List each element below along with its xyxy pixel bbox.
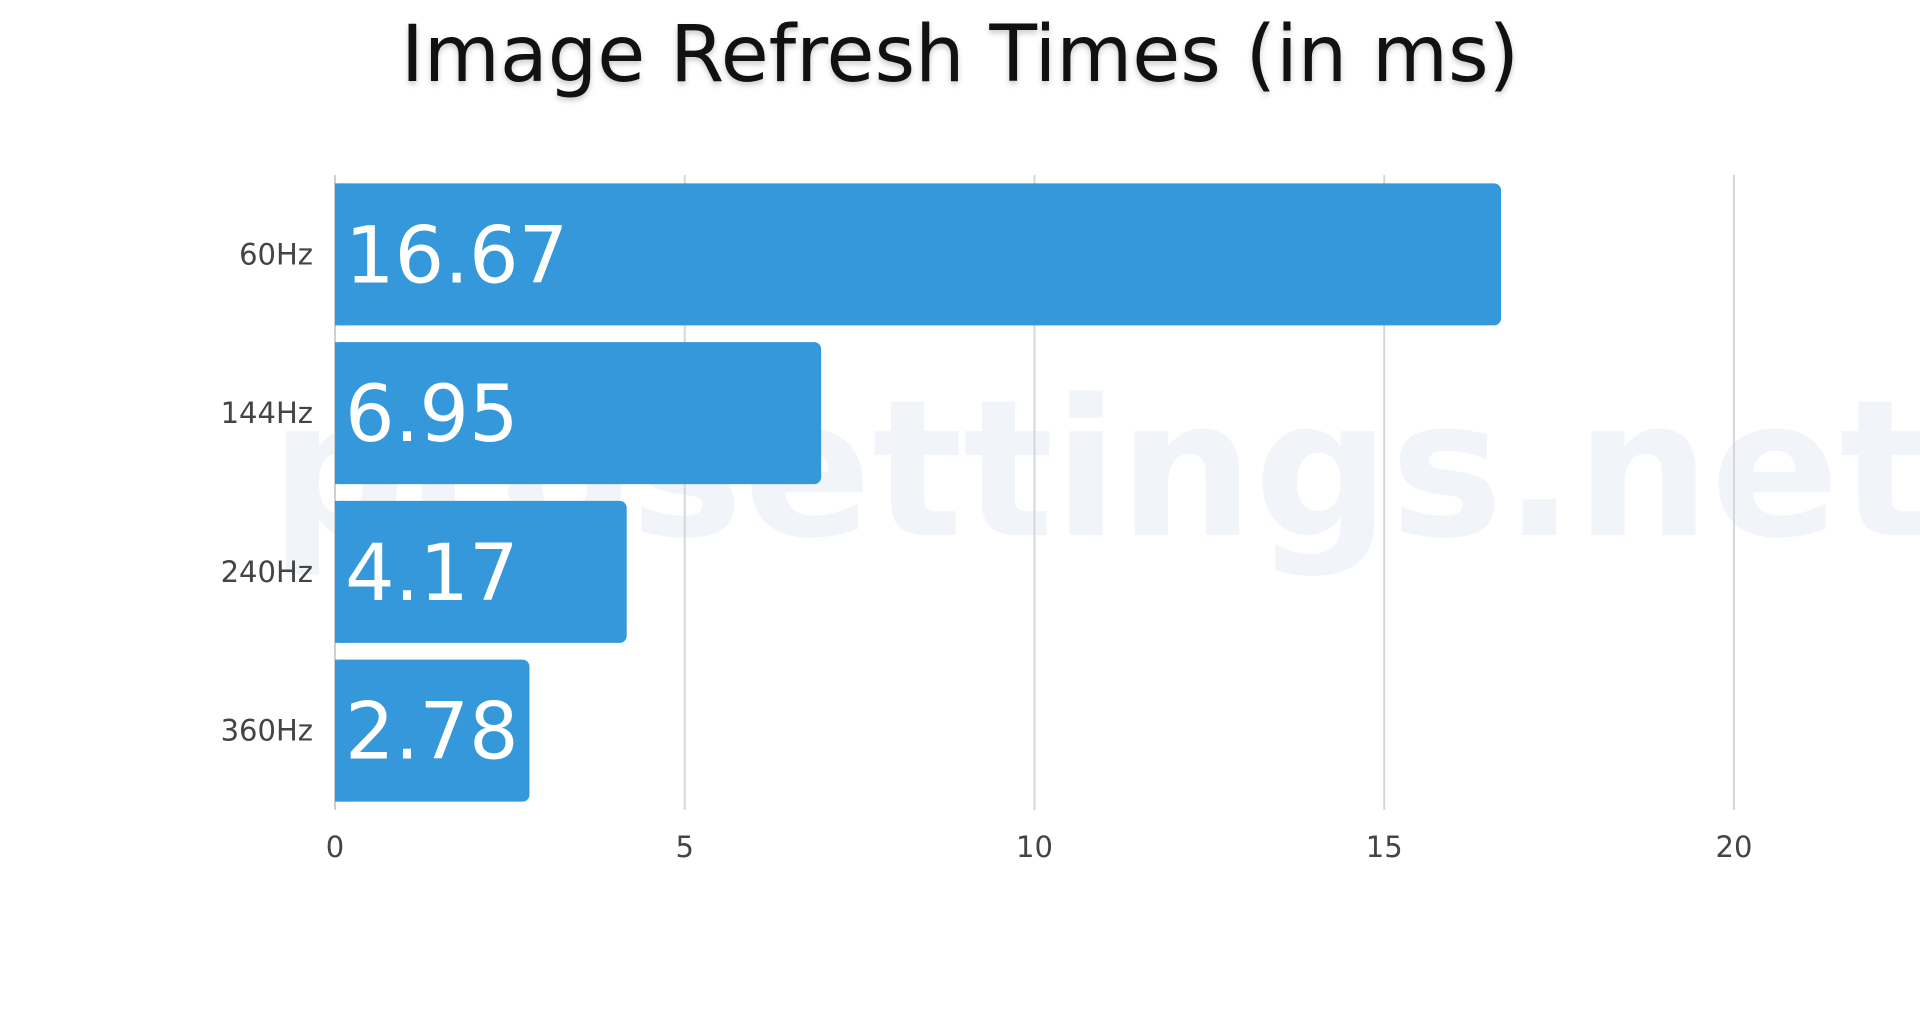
- bar-value-label: 2.78: [345, 688, 519, 778]
- x-tick-label: 15: [1366, 830, 1403, 864]
- bar-360hz: [335, 659, 530, 802]
- category-label: 144Hz: [221, 396, 313, 430]
- x-tick-label: 5: [676, 830, 694, 864]
- category-labels: 60Hz 144Hz 240Hz 360Hz: [221, 237, 313, 747]
- bar-value-label: 4.17: [345, 529, 519, 619]
- x-tick-label: 20: [1716, 830, 1753, 864]
- bar-240hz-edge: [335, 500, 345, 643]
- bar-60hz-edge: [335, 183, 345, 326]
- bars: 16.67 6.95 4.17 2.78: [335, 183, 1502, 802]
- chart-title: Image Refresh Times (in ms): [400, 10, 1520, 100]
- bar-value-label: 6.95: [345, 370, 519, 460]
- bar-value-label: 16.67: [345, 211, 568, 301]
- x-axis-ticks: 0 5 10 15 20: [326, 830, 1753, 864]
- category-label: 240Hz: [221, 555, 313, 589]
- bar-60hz: [335, 183, 1502, 326]
- bar-360hz-edge: [335, 659, 345, 802]
- category-label: 360Hz: [221, 714, 313, 748]
- x-tick-label: 10: [1016, 830, 1053, 864]
- bar-144hz: [335, 342, 822, 485]
- category-label: 60Hz: [239, 237, 313, 271]
- bar-240hz: [335, 500, 627, 643]
- x-tick-label: 0: [326, 830, 344, 864]
- bar-144hz-edge: [335, 342, 345, 485]
